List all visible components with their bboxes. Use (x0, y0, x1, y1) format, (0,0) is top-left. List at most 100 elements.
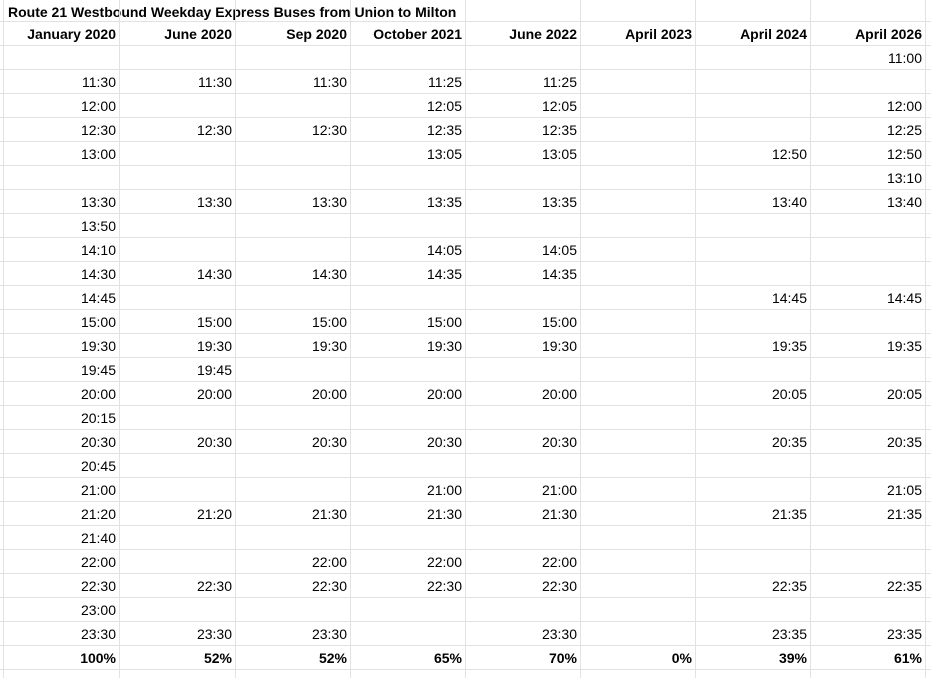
table-cell[interactable]: 20:35 (886, 434, 922, 450)
table-cell[interactable] (695, 262, 810, 286)
table-cell[interactable]: 22:00 (541, 554, 577, 570)
table-cell[interactable]: 21:40 (80, 530, 116, 546)
table-cell[interactable] (119, 214, 235, 238)
table-cell[interactable] (350, 622, 465, 646)
table-cell[interactable]: 20:30 (196, 434, 232, 450)
table-cell[interactable] (0, 166, 119, 190)
table-cell[interactable] (580, 550, 695, 574)
table-cell[interactable] (119, 142, 235, 166)
total-cell[interactable]: 70% (548, 650, 577, 666)
table-cell[interactable]: 21:30 (311, 506, 347, 522)
table-cell[interactable] (580, 502, 695, 526)
table-cell[interactable]: 13:50 (80, 218, 116, 234)
table-cell[interactable]: 12:50 (771, 146, 807, 162)
table-cell[interactable]: 21:35 (771, 506, 807, 522)
table-cell[interactable] (580, 526, 695, 550)
table-cell[interactable] (350, 166, 465, 190)
column-header[interactable]: April 2026 (855, 26, 922, 42)
total-cell[interactable]: 52% (318, 650, 347, 666)
table-cell[interactable]: 22:30 (80, 578, 116, 594)
table-cell[interactable]: 12:05 (426, 98, 462, 114)
table-cell[interactable] (810, 262, 925, 286)
table-cell[interactable] (695, 526, 810, 550)
table-cell[interactable]: 11:30 (198, 74, 232, 90)
column-header[interactable]: April 2023 (625, 26, 692, 42)
table-cell[interactable] (695, 454, 810, 478)
table-cell[interactable]: 20:35 (771, 434, 807, 450)
table-cell[interactable]: 12:25 (886, 122, 922, 138)
table-cell[interactable]: 12:00 (886, 98, 922, 114)
table-cell[interactable] (580, 262, 695, 286)
table-cell[interactable] (695, 94, 810, 118)
column-header[interactable]: April 2024 (740, 26, 807, 42)
table-cell[interactable] (0, 46, 119, 70)
table-cell[interactable]: 11:30 (82, 74, 116, 90)
table-cell[interactable]: 20:15 (80, 410, 116, 426)
table-cell[interactable]: 12:35 (541, 122, 577, 138)
table-cell[interactable] (119, 550, 235, 574)
table-cell[interactable]: 23:35 (886, 626, 922, 642)
sheet-title[interactable]: Route 21 Westbound Weekday Express Buses… (8, 4, 457, 20)
table-cell[interactable] (119, 238, 235, 262)
table-cell[interactable]: 14:35 (541, 266, 577, 282)
table-cell[interactable] (235, 598, 350, 622)
table-cell[interactable] (695, 310, 810, 334)
total-cell[interactable]: 100% (80, 650, 116, 666)
table-cell[interactable]: 12:30 (80, 122, 116, 138)
table-cell[interactable]: 14:05 (426, 242, 462, 258)
table-cell[interactable] (810, 358, 925, 382)
table-cell[interactable] (810, 454, 925, 478)
table-cell[interactable]: 12:50 (886, 146, 922, 162)
table-cell[interactable] (580, 310, 695, 334)
table-cell[interactable]: 14:10 (80, 242, 116, 258)
table-cell[interactable] (235, 478, 350, 502)
table-cell[interactable] (465, 358, 580, 382)
table-cell[interactable]: 13:10 (886, 170, 922, 186)
table-cell[interactable] (810, 406, 925, 430)
table-cell[interactable]: 21:20 (80, 506, 116, 522)
table-cell[interactable] (580, 46, 695, 70)
table-cell[interactable] (580, 454, 695, 478)
total-cell[interactable]: 61% (893, 650, 922, 666)
table-cell[interactable] (810, 70, 925, 94)
table-cell[interactable] (465, 46, 580, 70)
table-cell[interactable] (695, 118, 810, 142)
table-cell[interactable]: 21:30 (426, 506, 462, 522)
table-cell[interactable]: 15:00 (311, 314, 347, 330)
table-cell[interactable] (235, 46, 350, 70)
table-cell[interactable] (350, 598, 465, 622)
table-cell[interactable]: 21:00 (80, 482, 116, 498)
table-cell[interactable] (465, 166, 580, 190)
table-cell[interactable]: 20:30 (541, 434, 577, 450)
table-cell[interactable]: 21:00 (541, 482, 577, 498)
table-cell[interactable]: 12:30 (311, 122, 347, 138)
table-cell[interactable]: 12:30 (196, 122, 232, 138)
table-cell[interactable]: 13:05 (426, 146, 462, 162)
table-cell[interactable] (235, 526, 350, 550)
table-cell[interactable] (695, 550, 810, 574)
table-cell[interactable]: 23:00 (80, 602, 116, 618)
table-cell[interactable]: 21:00 (426, 482, 462, 498)
table-cell[interactable]: 23:30 (541, 626, 577, 642)
table-cell[interactable]: 21:35 (886, 506, 922, 522)
table-cell[interactable] (580, 238, 695, 262)
table-cell[interactable] (695, 358, 810, 382)
table-cell[interactable] (695, 46, 810, 70)
table-cell[interactable] (350, 406, 465, 430)
table-cell[interactable] (235, 94, 350, 118)
table-cell[interactable] (350, 526, 465, 550)
table-cell[interactable] (350, 286, 465, 310)
table-cell[interactable]: 23:30 (311, 626, 347, 642)
table-cell[interactable]: 20:00 (196, 386, 232, 402)
table-cell[interactable]: 19:45 (80, 362, 116, 378)
table-cell[interactable]: 14:05 (541, 242, 577, 258)
table-cell[interactable] (465, 214, 580, 238)
table-cell[interactable] (119, 166, 235, 190)
table-cell[interactable] (119, 526, 235, 550)
table-cell[interactable] (465, 286, 580, 310)
table-cell[interactable] (465, 406, 580, 430)
table-cell[interactable]: 13:35 (426, 194, 462, 210)
table-cell[interactable] (580, 574, 695, 598)
table-cell[interactable] (580, 382, 695, 406)
table-cell[interactable] (580, 598, 695, 622)
